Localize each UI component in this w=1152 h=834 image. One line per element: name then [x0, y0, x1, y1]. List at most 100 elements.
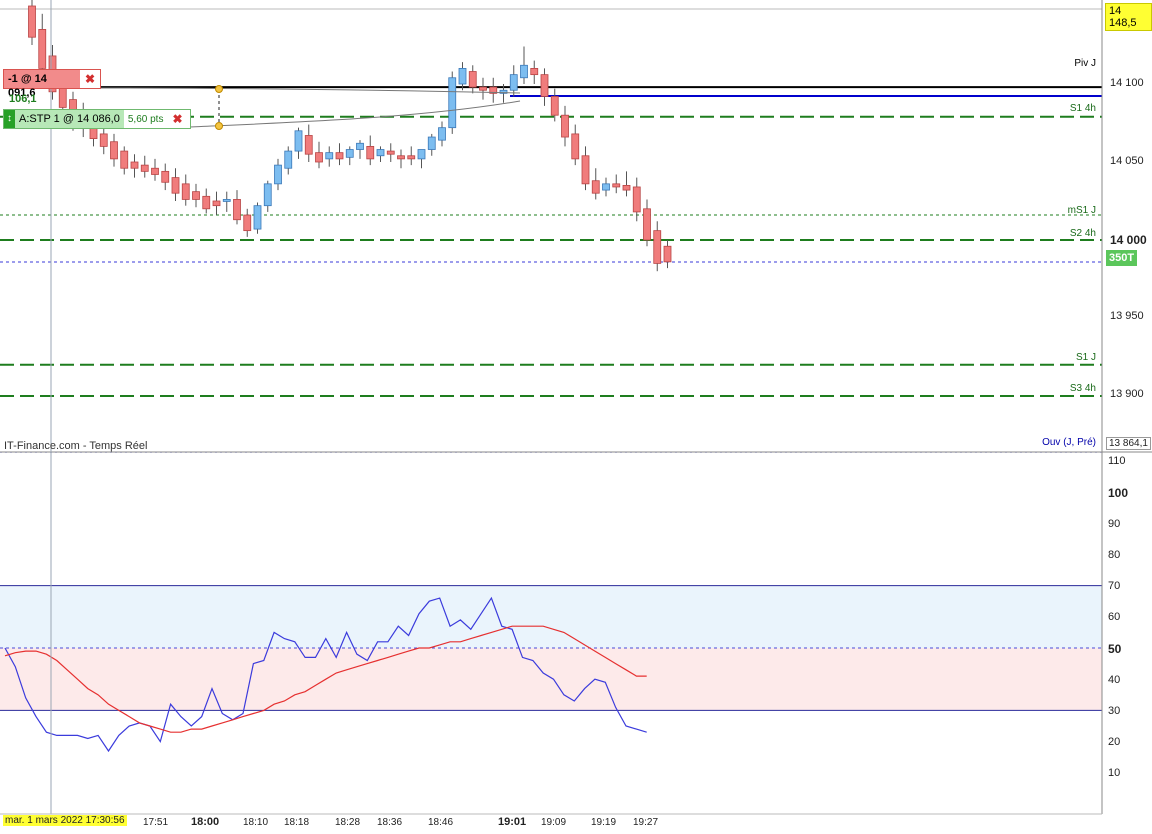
candle-body — [479, 86, 487, 91]
candle-body — [140, 164, 149, 172]
limit-order-label: -1 @ 14 091,6 — [4, 70, 80, 99]
candle-body — [284, 150, 293, 169]
candle-body — [222, 199, 231, 202]
price-tick-14100: 14 100 — [1110, 77, 1144, 89]
candle-body — [407, 155, 416, 160]
osc-tick-90: 90 — [1108, 518, 1121, 530]
candle-body — [468, 71, 477, 88]
candle-body — [366, 145, 375, 160]
candle-body — [243, 214, 252, 232]
osc-series-blue — [4, 596, 647, 753]
candle-body — [304, 135, 313, 155]
price-tick-14050: 14 050 — [1110, 155, 1144, 167]
osc-tick-110: 110 — [1108, 455, 1126, 467]
volume-tag: 350T — [1106, 250, 1138, 266]
candle-body — [458, 68, 467, 85]
ma-line-lower — [189, 100, 521, 128]
candle-body — [581, 155, 590, 185]
osc-tick-100: 100 — [1108, 486, 1129, 500]
candle-body — [591, 180, 600, 194]
level-label-s2-4h: S2 4h — [1069, 228, 1096, 239]
stop-order-label: A:STP 1 @ 14 086,0 — [15, 110, 124, 128]
candle-body — [622, 184, 631, 191]
osc-tick-10: 10 — [1108, 767, 1121, 779]
candle-body — [171, 177, 180, 194]
candle-body — [274, 164, 282, 185]
level-label-s3-4h: S3 4h — [1069, 383, 1096, 394]
candle-body — [181, 183, 190, 200]
drag-handle-icon[interactable]: ↕ — [4, 110, 15, 128]
stop-order-points: 5,60 pts — [127, 113, 164, 125]
candle-body — [345, 149, 354, 158]
candle-body — [643, 208, 651, 241]
time-tick-1751: 17:51 — [143, 817, 169, 828]
time-tick-1818: 18:18 — [284, 817, 310, 828]
close-stop-order-icon[interactable]: ✖ — [172, 112, 183, 126]
candle-body — [28, 5, 36, 38]
time-tick-1828: 18:28 — [335, 817, 361, 828]
osc-neutral-low-zone — [0, 648, 1102, 711]
candle-body — [151, 167, 159, 175]
osc-tick-70: 70 — [1108, 580, 1121, 592]
candle-body — [212, 200, 221, 207]
candle-body — [550, 96, 559, 116]
osc-tick-20: 20 — [1108, 736, 1121, 748]
time-tick-1836: 18:36 — [377, 817, 403, 828]
candle-body — [376, 149, 385, 157]
time-tick-1927: 19:27 — [633, 817, 659, 828]
candle-body — [438, 127, 446, 141]
price-tick-13950: 13 950 — [1110, 310, 1144, 322]
candle-body — [612, 183, 621, 188]
time-tick-1810: 18:10 — [243, 817, 269, 828]
time-tick-1919: 19:19 — [591, 817, 617, 828]
candle-body — [120, 150, 129, 169]
order-handle-top — [215, 85, 223, 93]
osc-tick-60: 60 — [1108, 611, 1121, 623]
osc-tick-80: 80 — [1108, 549, 1121, 561]
source-label: IT-Finance.com - Temps Réel — [4, 440, 148, 452]
osc-tick-40: 40 — [1108, 674, 1121, 686]
limit-order-pill[interactable]: -1 @ 14 091,6 ✖ — [3, 69, 101, 99]
candle-body — [653, 230, 662, 264]
candle-body — [325, 152, 334, 160]
level-label-piv-j: Piv J — [1074, 58, 1096, 69]
candle-body — [99, 133, 108, 147]
osc-tick-30: 30 — [1108, 705, 1121, 717]
candle-body — [356, 142, 364, 150]
close-limit-order-icon[interactable]: ✖ — [84, 72, 95, 86]
candle-body — [202, 195, 211, 210]
candle-body — [263, 183, 272, 207]
candle-body — [427, 136, 436, 150]
candle-body — [540, 74, 549, 97]
price-tick-13900: 13 900 — [1110, 388, 1144, 400]
time-tick-1909: 19:09 — [541, 817, 567, 828]
candle-body — [294, 130, 303, 152]
candle-body — [386, 150, 395, 155]
candle-body — [520, 64, 528, 79]
level-label-s1-4h: S1 4h — [1069, 103, 1096, 114]
time-first: mar. 1 mars 2022 17:30:56 — [3, 815, 127, 826]
level-label-s1-j: S1 J — [1075, 352, 1096, 363]
candle-body — [417, 149, 426, 160]
candle-body — [499, 89, 508, 94]
time-tick-1800: 18:00 — [191, 816, 220, 828]
time-tick-1901: 19:01 — [498, 816, 527, 828]
osc-series-red — [4, 625, 647, 733]
candle-body — [561, 114, 569, 138]
candle-body — [335, 152, 344, 160]
ma-line-upper — [96, 87, 521, 94]
candle-body — [233, 199, 241, 221]
candle-body — [315, 152, 323, 163]
gain-label: 106,1 — [9, 93, 37, 105]
candle-body — [530, 68, 539, 76]
candle-body — [161, 170, 170, 183]
candle-body — [130, 161, 139, 169]
stop-order-pill[interactable]: ↕ A:STP 1 @ 14 086,0 5,60 pts ✖ — [3, 109, 191, 129]
price-bottom-tag: 13 864,1 — [1106, 437, 1151, 450]
price-top-tag: 14 148,5 — [1105, 3, 1152, 31]
candle-body — [448, 77, 457, 129]
time-tick-1846: 18:46 — [428, 817, 454, 828]
candle-body — [663, 245, 672, 263]
